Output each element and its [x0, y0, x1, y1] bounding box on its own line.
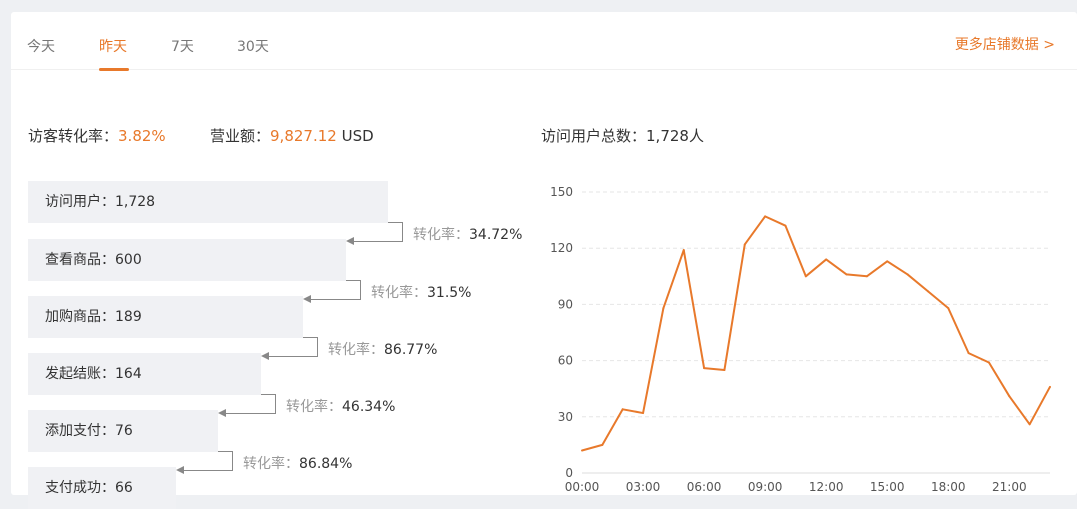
- conversion-rate-stat: 访客转化率：3.82%: [28, 125, 166, 146]
- tab-yesterday[interactable]: 昨天: [99, 39, 127, 55]
- x-tick-label: 06:00: [687, 480, 722, 494]
- funnel-step-label: 加购商品：189: [45, 309, 142, 325]
- data-point: [865, 275, 868, 278]
- funnel-connector: [346, 280, 361, 299]
- store-data-card: 今天 昨天 7天 30天 更多店铺数据 > 访客转化率：3.82% 营业额：9,…: [11, 12, 1077, 509]
- arrow-left-icon: [261, 352, 269, 360]
- data-point: [926, 290, 929, 293]
- y-tick-label: 90: [558, 297, 573, 311]
- data-point: [601, 443, 604, 446]
- total-visitors-stat: 访问用户总数：1,728人: [541, 125, 704, 146]
- tab-today[interactable]: 今天: [27, 39, 55, 55]
- x-tick-label: 15:00: [870, 480, 905, 494]
- data-point: [906, 273, 909, 276]
- y-tick-label: 0: [565, 466, 573, 480]
- funnel-rate: 转化率：86.84%: [243, 456, 353, 472]
- funnel-step-label: 查看商品：600: [45, 252, 142, 268]
- y-tick-label: 150: [550, 185, 573, 199]
- data-point: [967, 352, 970, 355]
- more-store-data-link[interactable]: 更多店铺数据 >: [954, 37, 1055, 53]
- y-tick-label: 60: [558, 354, 573, 368]
- conversion-rate-value: 3.82%: [118, 127, 166, 145]
- funnel-connector-line: [182, 470, 233, 471]
- funnel-connector-line: [352, 241, 403, 242]
- data-point: [682, 249, 685, 252]
- data-point: [743, 243, 746, 246]
- data-point: [784, 224, 787, 227]
- total-visitors-value: 1,728人: [646, 127, 704, 145]
- funnel-rate: 转化率：31.5%: [371, 285, 472, 301]
- funnel-connector: [218, 451, 233, 470]
- funnel-step: 访问用户：1,728: [28, 181, 388, 223]
- arrow-left-icon: [176, 466, 184, 474]
- data-point: [662, 307, 665, 310]
- funnel-step-label: 访问用户：1,728: [45, 194, 156, 210]
- funnel-connector: [303, 337, 318, 356]
- funnel-step: 发起结账：164: [28, 353, 261, 395]
- data-point: [1049, 385, 1051, 388]
- funnel-step: 添加支付：76: [28, 410, 218, 452]
- total-visitors-label: 访问用户总数：: [541, 127, 647, 145]
- funnel-connector: [388, 222, 403, 241]
- data-point: [723, 368, 726, 371]
- data-point: [845, 273, 848, 276]
- data-point: [703, 367, 706, 370]
- data-point: [886, 260, 889, 263]
- visitors-line-chart: 0 30 60 90 120 150 00:00 03:00 06:00 09:00 12:00 15…: [550, 185, 1051, 494]
- revenue-label: 营业额：: [210, 127, 271, 145]
- data-point: [764, 215, 767, 218]
- funnel-step-label: 添加支付：76: [45, 423, 133, 439]
- funnel-rate: 转化率：34.72%: [413, 227, 523, 243]
- tab-30-days[interactable]: 30天: [237, 39, 269, 55]
- arrow-left-icon: [346, 237, 354, 245]
- data-point: [1028, 423, 1031, 426]
- data-point: [642, 412, 645, 415]
- revenue-value: 9,827.12: [270, 127, 337, 145]
- tab-7-days[interactable]: 7天: [171, 39, 194, 55]
- x-tick-label: 18:00: [931, 480, 966, 494]
- y-tick-label: 120: [550, 241, 573, 255]
- x-tick-label: 00:00: [565, 480, 600, 494]
- funnel-connector: [261, 394, 276, 413]
- data-point: [987, 361, 990, 364]
- funnel-step-label: 支付成功：66: [45, 480, 133, 496]
- x-tick-label: 03:00: [626, 480, 661, 494]
- arrow-left-icon: [218, 409, 226, 417]
- data-point: [804, 275, 807, 278]
- funnel-step: 查看商品：600: [28, 239, 346, 281]
- funnel-rate: 转化率：46.34%: [286, 399, 396, 415]
- data-point: [621, 408, 624, 411]
- revenue-stat: 营业额：9,827.12 USD: [210, 125, 374, 146]
- data-point: [581, 449, 583, 452]
- funnel-connector-line: [224, 413, 276, 414]
- data-point: [825, 258, 828, 261]
- x-tick-label: 09:00: [748, 480, 783, 494]
- revenue-unit: USD: [341, 127, 374, 145]
- conversion-rate-label: 访客转化率：: [28, 127, 119, 145]
- x-tick-label: 12:00: [809, 480, 844, 494]
- active-tab-indicator: [99, 68, 129, 71]
- visitors-series-line: [581, 215, 1051, 452]
- data-point: [947, 307, 950, 310]
- arrow-left-icon: [303, 295, 311, 303]
- funnel-connector-line: [309, 299, 361, 300]
- funnel-step: 加购商品：189: [28, 296, 303, 338]
- data-point: [1008, 395, 1011, 398]
- funnel-connector-line: [267, 356, 318, 357]
- period-tabs: 今天 昨天 7天 30天 更多店铺数据 >: [11, 12, 1077, 71]
- y-tick-label: 30: [558, 410, 573, 424]
- x-tick-label: 21:00: [992, 480, 1027, 494]
- funnel-rate: 转化率：86.77%: [328, 342, 438, 358]
- funnel-step-label: 发起结账：164: [45, 366, 142, 382]
